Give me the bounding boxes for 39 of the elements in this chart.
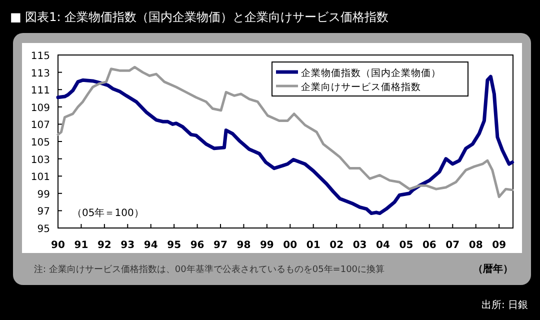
x-tick-label: 07: [446, 240, 460, 251]
x-tick-label: 05: [399, 240, 414, 251]
x-tick-label: 91: [74, 240, 88, 251]
x-tick-label: 92: [97, 240, 112, 251]
x-tick-label: 03: [352, 240, 367, 251]
x-tick-label: 06: [422, 240, 436, 251]
x-tick-label: 04: [376, 240, 390, 251]
y-tick-label: 113: [30, 68, 50, 80]
x-tick-label: 98: [236, 240, 251, 251]
y-tick-label: 107: [30, 120, 50, 132]
y-tick-label: 103: [30, 154, 50, 166]
text: 注: 企業向けサービス価格指数は、00年基準で公表されているものを05年=100に換算: [34, 264, 385, 275]
x-tick-label: 02: [330, 240, 344, 251]
y-tick-label: 97: [37, 206, 50, 218]
y-tick-label: 99: [37, 189, 50, 200]
x-tick-label: 09: [492, 240, 506, 251]
x-tick-label: 96: [190, 240, 204, 251]
x-tick-label: 97: [214, 240, 228, 251]
y-tick-label: 111: [30, 86, 50, 97]
text: 出所: 日銀: [481, 299, 528, 311]
y-tick-label: 109: [30, 102, 50, 114]
x-tick-label: 90: [51, 240, 65, 251]
x-tick-label: 95: [167, 240, 182, 251]
x-axis-title: （暦年）: [473, 263, 513, 275]
x-tick-label: 00: [283, 240, 298, 251]
y-tick-label: 105: [30, 138, 50, 148]
legend-label: 企業向けサービス価格指数: [301, 81, 421, 93]
x-tick-label: 01: [306, 240, 320, 251]
x-tick-label: 08: [468, 240, 483, 251]
y-tick-label: 95: [37, 224, 50, 235]
annotation: （05年＝100）: [72, 207, 144, 219]
y-tick-label: 115: [30, 51, 50, 62]
y-tick-label: 101: [30, 172, 50, 184]
chart-title: ■ 図表1: 企業物価指数（国内企業物価）と企業向けサービス価格指数: [10, 10, 389, 24]
legend-label: 企業物価指数（国内企業物価）: [301, 67, 441, 79]
x-tick-label: 93: [120, 240, 135, 251]
x-tick-label: 99: [260, 240, 274, 251]
line-series: [56, 66, 514, 198]
x-tick-label: 94: [144, 240, 158, 251]
